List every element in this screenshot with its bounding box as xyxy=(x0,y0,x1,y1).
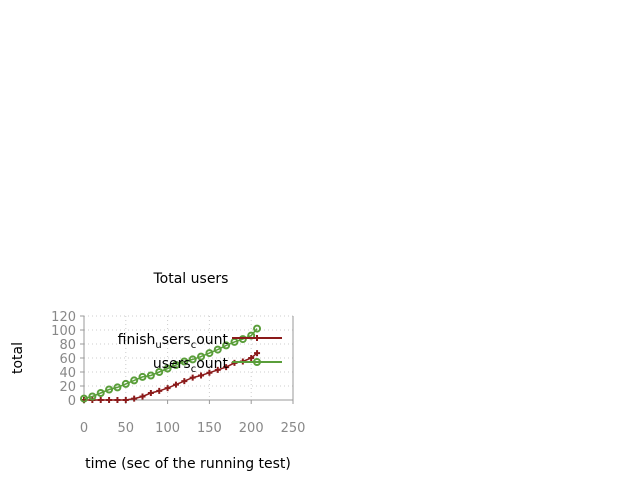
data-point-users-count xyxy=(253,324,262,333)
legend-label-users-count: userscount xyxy=(153,356,229,375)
data-point-finish-users-count xyxy=(214,366,221,373)
data-point-finish-users-count xyxy=(198,372,205,379)
data-point-finish-users-count xyxy=(122,397,129,403)
data-point-users-count xyxy=(121,379,130,388)
data-point-finish-users-count xyxy=(164,385,171,392)
data-point-users-count xyxy=(146,371,155,380)
legend-marker-point-finish-users-count xyxy=(254,335,260,341)
data-point-users-count xyxy=(155,368,164,376)
x-tick-label: 200 xyxy=(239,421,264,436)
data-point-finish-users-count xyxy=(131,395,138,402)
y-tick-label: 20 xyxy=(59,380,76,395)
data-point-finish-users-count xyxy=(156,387,163,394)
y-tick-label: 80 xyxy=(59,338,76,353)
legend-label-finish-users-count: finishuserscount xyxy=(118,332,229,351)
data-point-users-count xyxy=(130,376,139,385)
data-point-users-count xyxy=(80,394,88,403)
data-point-users-count xyxy=(171,361,180,369)
data-point-users-count xyxy=(205,349,214,358)
x-axis-label: time (sec of the running test) xyxy=(85,456,291,472)
y-tick-label: 60 xyxy=(59,352,76,367)
x-tick-label: 150 xyxy=(197,421,222,436)
data-point-users-count xyxy=(222,341,231,350)
data-point-finish-users-count xyxy=(181,378,188,385)
y-tick-label: 40 xyxy=(59,366,76,381)
chart-title: Total users xyxy=(153,271,229,287)
y-tick-label: 120 xyxy=(51,310,76,325)
x-tick-label: 0 xyxy=(80,421,88,436)
data-point-finish-users-count xyxy=(106,397,113,403)
x-tick-label: 250 xyxy=(281,421,306,436)
data-point-finish-users-count xyxy=(172,381,179,388)
legend-marker-point-users-count xyxy=(253,358,261,366)
data-point-users-count xyxy=(96,389,105,397)
series-line-finish-users-count xyxy=(84,352,258,401)
data-point-users-count xyxy=(105,385,114,394)
x-tick-label: 100 xyxy=(155,421,180,436)
data-point-finish-users-count xyxy=(223,364,230,371)
data-point-finish-users-count xyxy=(206,369,213,376)
y-tick-label: 100 xyxy=(51,324,76,339)
series-users-count xyxy=(80,324,262,403)
data-point-users-count xyxy=(238,335,247,344)
legend: finishuserscount userscount xyxy=(118,332,282,375)
data-point-finish-users-count xyxy=(254,350,261,357)
data-point-finish-users-count xyxy=(147,390,154,396)
data-point-finish-users-count xyxy=(114,397,121,403)
series-line-users-count xyxy=(83,328,258,400)
legend-marker-finish-users-count xyxy=(254,335,260,341)
data-point-users-count xyxy=(138,372,147,381)
data-point-users-count xyxy=(163,364,172,373)
data-point-finish-users-count xyxy=(248,355,255,361)
data-point-finish-users-count xyxy=(139,393,146,400)
legend-marker-users-count xyxy=(253,358,261,366)
data-point-users-count xyxy=(113,383,122,392)
data-point-users-count xyxy=(213,345,222,354)
data-point-users-count xyxy=(180,357,189,366)
series xyxy=(80,324,262,403)
data-point-finish-users-count xyxy=(189,374,196,381)
data-point-finish-users-count xyxy=(97,397,104,403)
data-point-users-count xyxy=(197,352,206,361)
data-point-users-count xyxy=(188,355,197,364)
x-tick-label: 50 xyxy=(118,421,135,436)
y-axis-label: total xyxy=(10,342,26,374)
y-tick-label: 0 xyxy=(68,394,76,409)
data-point-users-count xyxy=(88,392,97,401)
